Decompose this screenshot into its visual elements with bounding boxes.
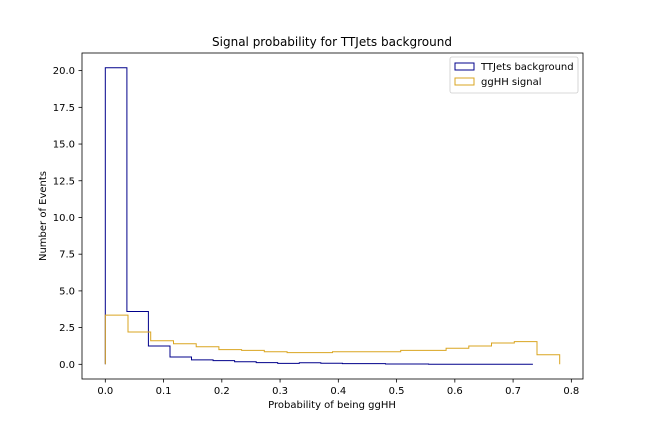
y-tick-label: 12.5 [53, 176, 75, 187]
x-tick-label: 0.6 [447, 386, 463, 397]
x-tick-label: 0.1 [156, 386, 172, 397]
plot-area: 0.0 0.1 0.2 0.3 0.4 0.5 0.6 0.7 0.8 0.0 2.5 5.0 7.5 1… [53, 52, 584, 397]
x-tick-label: 0.2 [214, 386, 230, 397]
y-tick-label: 5.0 [59, 286, 75, 297]
y-tick-label: 17.5 [53, 103, 75, 114]
x-tick-label: 0.3 [272, 386, 288, 397]
y-tick-label: 15.0 [53, 140, 75, 151]
legend: TTJets background ggHH signal [449, 56, 579, 94]
x-tick-label: 0.7 [505, 386, 521, 397]
x-axis-label: Probability of being ggHH [268, 400, 396, 411]
x-tick-label: 0.4 [330, 386, 346, 397]
x-tick-label: 0.8 [563, 386, 579, 397]
legend-swatch [454, 77, 475, 86]
y-tick-label: 0.0 [59, 360, 75, 371]
series-step-1 [104, 314, 561, 365]
legend-swatch [454, 62, 475, 71]
y-axis-label: Number of Events [38, 171, 49, 261]
y-tick-label: 20.0 [53, 66, 75, 77]
y-tick-label: 2.5 [59, 323, 75, 334]
x-tick-label: 0.0 [97, 386, 113, 397]
legend-label: ggHH signal [481, 77, 542, 88]
chart-title: Signal probability for TTJets background [212, 35, 452, 49]
x-tick-label: 0.5 [389, 386, 405, 397]
y-tick-label: 7.5 [59, 250, 75, 261]
y-tick-label: 10.0 [53, 213, 75, 224]
legend-label: TTJets background [480, 62, 574, 73]
series-step-0 [104, 67, 533, 365]
legend-box [449, 56, 579, 94]
axes-frame [81, 52, 584, 380]
